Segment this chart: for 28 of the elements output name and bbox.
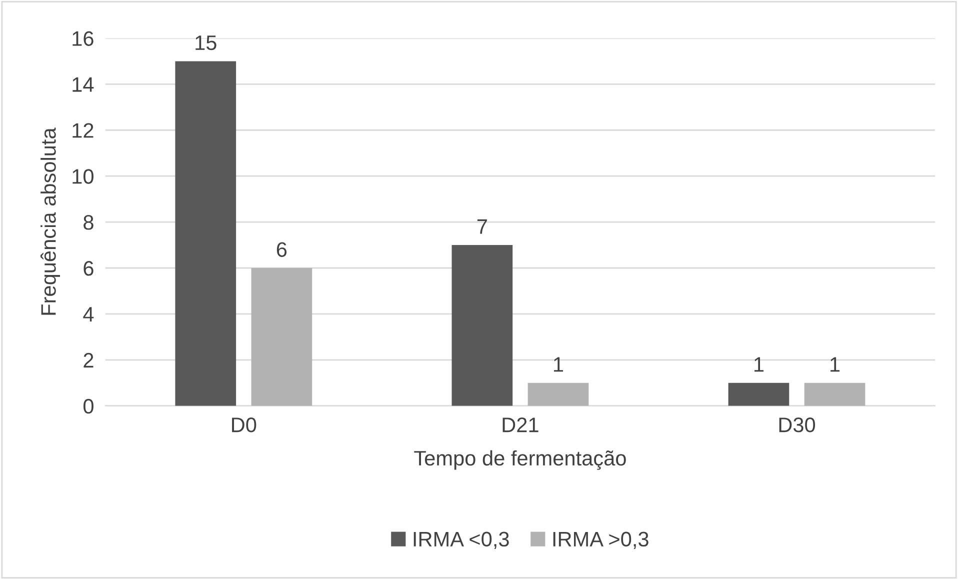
x-tick-label: D21 <box>502 418 538 432</box>
data-label: 1 <box>754 357 764 372</box>
bar <box>452 245 513 406</box>
y-axis-title: Frequência absoluta <box>40 128 60 315</box>
data-label: 1 <box>830 357 840 372</box>
y-tick-label: 10 <box>72 169 94 184</box>
legend-label: IRMA >0,3 <box>553 532 648 550</box>
y-tick-label: 0 <box>83 398 94 414</box>
data-label: 6 <box>276 242 287 257</box>
y-tick-label: 2 <box>84 352 94 368</box>
x-tick-label: D30 <box>779 418 816 432</box>
data-label: 1 <box>554 357 563 372</box>
x-axis-title: Tempo de fermentação <box>414 450 626 470</box>
bar <box>728 382 790 406</box>
bar <box>175 61 236 406</box>
y-tick-label: 14 <box>72 77 94 92</box>
y-tick-label: 4 <box>83 307 94 322</box>
x-tick-label: D0 <box>232 418 256 432</box>
y-tick-label: 6 <box>84 261 94 276</box>
bar <box>804 382 866 406</box>
y-tick-label: 16 <box>72 31 94 46</box>
bar <box>528 382 589 406</box>
bar <box>251 268 312 406</box>
data-label: 15 <box>196 36 216 50</box>
legend-label: IRMA <0,3 <box>414 532 509 550</box>
y-tick-label: 8 <box>84 215 94 230</box>
data-label: 7 <box>477 219 487 234</box>
y-tick-label: 12 <box>72 123 94 138</box>
